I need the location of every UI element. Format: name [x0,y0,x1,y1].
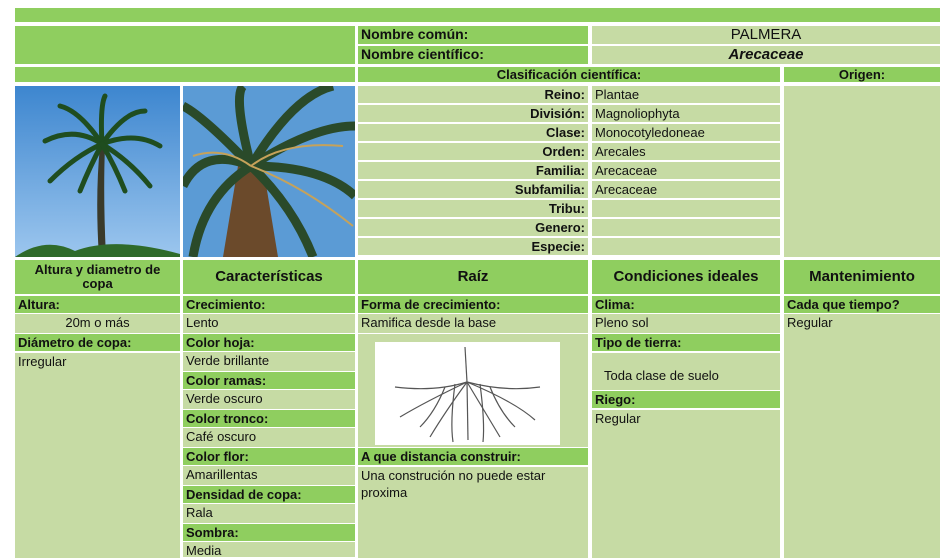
class-label: Genero: [358,219,588,236]
header-blank [15,67,355,82]
origin-cell [784,86,940,257]
item-value: Media [183,542,355,557]
class-value: Monocotyledoneae [592,124,780,141]
item-label: Cada que tiempo? [784,296,940,313]
item-label: Crecimiento: [183,296,355,313]
class-label: Orden: [358,143,588,160]
item-label: Densidad de copa: [183,486,355,503]
class-value: Magnoliophyta [592,105,780,122]
item-value: Rala [183,504,355,523]
class-label: Familia: [358,162,588,179]
item-label: Tipo de tierra: [592,334,780,351]
class-value: Arecaceae [592,162,780,179]
class-value: Plantae [592,86,780,103]
class-label: Tribu: [358,200,588,217]
class-label: Clase: [358,124,588,141]
class-value: Arecaceae [592,181,780,198]
class-value: Arecales [592,143,780,160]
item-label: Clima: [592,296,780,313]
header-blank [15,26,355,64]
palm-photo [15,86,180,257]
item-value: Pleno sol [592,314,780,333]
item-label: Color tronco: [183,410,355,427]
column-header: Características [183,260,355,294]
column-header: Mantenimiento [784,260,940,294]
item-value: Una construción no puede estar proxima [358,467,588,558]
class-value [592,219,780,236]
common-name: PALMERA [592,26,940,44]
common-name-label: Nombre común: [358,26,588,44]
item-label: Forma de crecimiento: [358,296,588,313]
item-value: Ramifica desde la base [358,314,588,333]
item-label: Color flor: [183,448,355,465]
column-header: Raíz [358,260,588,294]
class-label: División: [358,105,588,122]
class-label: Especie: [358,238,588,255]
item-label: A que distancia construir: [358,448,588,465]
item-label: Riego: [592,391,780,408]
item-label: Color hoja: [183,334,355,351]
root-image [375,342,560,445]
item-label: Diámetro de copa: [15,334,180,351]
palm-photo-closeup [183,86,355,257]
item-value: Lento [183,314,355,333]
item-value: Regular [592,410,780,558]
scientific-name-label: Nombre científico: [358,46,588,64]
class-value [592,238,780,255]
column-header: Altura y diametro de copa [15,260,180,294]
origin-label: Origen: [784,67,940,82]
item-value: Regular [784,314,940,558]
item-value: Toda clase de suelo [592,353,780,390]
class-value [592,200,780,217]
item-value: Amarillentas [183,466,355,485]
item-value: Café oscuro [183,428,355,447]
item-value: Verde oscuro [183,390,355,409]
item-label: Altura: [15,296,180,313]
item-value: Irregular [15,353,180,558]
item-label: Color ramas: [183,372,355,389]
item-value: 20m o más [15,314,180,333]
item-label: Sombra: [183,524,355,541]
column-header: Condiciones ideales [592,260,780,294]
class-label: Subfamilia: [358,181,588,198]
class-label: Reino: [358,86,588,103]
top-bar [15,8,940,22]
item-value: Verde brillante [183,352,355,371]
scientific-name: Arecaceae [592,46,940,64]
classification-title: Clasificación científica: [358,67,780,82]
